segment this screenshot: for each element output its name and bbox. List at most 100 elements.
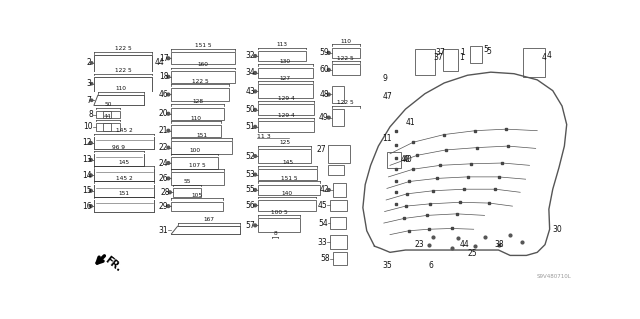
Text: 32: 32 bbox=[246, 51, 255, 61]
Text: 13: 13 bbox=[82, 155, 92, 164]
Text: 50: 50 bbox=[245, 105, 255, 115]
Circle shape bbox=[328, 52, 330, 54]
Text: 44: 44 bbox=[154, 58, 164, 67]
Circle shape bbox=[253, 90, 257, 93]
Bar bbox=[103, 111, 111, 118]
Text: 46: 46 bbox=[159, 90, 168, 99]
Bar bbox=[172, 141, 232, 154]
Text: 38: 38 bbox=[495, 240, 504, 249]
Circle shape bbox=[253, 55, 257, 57]
Text: 151 5: 151 5 bbox=[281, 176, 298, 181]
Text: 12: 12 bbox=[82, 138, 92, 147]
Text: 122 5: 122 5 bbox=[192, 79, 209, 84]
Text: 16: 16 bbox=[82, 202, 92, 211]
Text: 110: 110 bbox=[191, 116, 202, 121]
Text: 167: 167 bbox=[203, 217, 214, 222]
Text: 57: 57 bbox=[245, 221, 255, 230]
Bar bbox=[172, 172, 224, 185]
Bar bbox=[328, 145, 349, 163]
Circle shape bbox=[167, 146, 170, 149]
Circle shape bbox=[253, 189, 257, 191]
Text: 31: 31 bbox=[159, 226, 168, 234]
Circle shape bbox=[90, 205, 92, 208]
Text: 151 5: 151 5 bbox=[195, 43, 212, 48]
Text: 122 5: 122 5 bbox=[115, 46, 131, 51]
Text: 50: 50 bbox=[104, 102, 111, 107]
Circle shape bbox=[167, 205, 170, 208]
Text: 60: 60 bbox=[319, 65, 329, 74]
Bar bbox=[173, 188, 201, 197]
Text: 22: 22 bbox=[159, 143, 168, 152]
Bar bbox=[332, 109, 344, 126]
Text: 27: 27 bbox=[316, 145, 326, 154]
Text: 129 4: 129 4 bbox=[278, 113, 294, 118]
Circle shape bbox=[90, 62, 93, 64]
Text: 145: 145 bbox=[282, 160, 293, 165]
Text: 8: 8 bbox=[88, 110, 93, 119]
Bar bbox=[172, 70, 235, 83]
Circle shape bbox=[253, 173, 257, 176]
Text: 107 5: 107 5 bbox=[189, 163, 206, 168]
Text: 100: 100 bbox=[189, 148, 200, 153]
Circle shape bbox=[328, 189, 330, 191]
Bar bbox=[332, 86, 344, 103]
Bar bbox=[415, 49, 435, 75]
Bar bbox=[330, 200, 347, 211]
Circle shape bbox=[90, 142, 92, 145]
Text: 34: 34 bbox=[245, 69, 255, 78]
Bar bbox=[470, 46, 482, 63]
Text: 122 5: 122 5 bbox=[115, 68, 131, 73]
Text: 24: 24 bbox=[159, 159, 168, 167]
Bar bbox=[172, 124, 221, 137]
Text: 129 4: 129 4 bbox=[278, 96, 294, 101]
Text: 47: 47 bbox=[382, 92, 392, 100]
Text: 52: 52 bbox=[246, 152, 255, 160]
Text: 28: 28 bbox=[161, 188, 170, 197]
Bar bbox=[259, 185, 320, 195]
Text: 18: 18 bbox=[159, 72, 168, 81]
Text: 40: 40 bbox=[401, 155, 411, 164]
Text: 20: 20 bbox=[159, 109, 168, 118]
Circle shape bbox=[253, 71, 257, 74]
Text: 26: 26 bbox=[159, 174, 168, 183]
Text: 128: 128 bbox=[192, 99, 204, 104]
Text: 145 2: 145 2 bbox=[116, 176, 132, 181]
Text: 21: 21 bbox=[159, 126, 168, 135]
Text: 151: 151 bbox=[196, 133, 207, 137]
Text: 122 5: 122 5 bbox=[337, 56, 354, 61]
Text: 53: 53 bbox=[245, 170, 255, 179]
Circle shape bbox=[253, 204, 257, 207]
Circle shape bbox=[167, 93, 170, 96]
Circle shape bbox=[253, 125, 257, 128]
Circle shape bbox=[253, 155, 257, 158]
Text: 30: 30 bbox=[553, 225, 563, 234]
Text: 23: 23 bbox=[415, 240, 424, 249]
Text: 54: 54 bbox=[318, 219, 328, 227]
Bar bbox=[172, 157, 218, 169]
Bar bbox=[259, 122, 314, 132]
Bar bbox=[332, 48, 360, 58]
Text: 48: 48 bbox=[319, 90, 329, 99]
Text: 100 5: 100 5 bbox=[271, 210, 287, 215]
Bar bbox=[259, 105, 314, 115]
Circle shape bbox=[90, 99, 93, 101]
Text: 1: 1 bbox=[459, 53, 464, 62]
Text: 35: 35 bbox=[382, 261, 392, 270]
Text: 4: 4 bbox=[541, 53, 546, 62]
Text: 160: 160 bbox=[198, 62, 209, 67]
Text: 15: 15 bbox=[82, 186, 92, 195]
Circle shape bbox=[167, 129, 170, 132]
Text: 58: 58 bbox=[321, 254, 330, 263]
Bar bbox=[524, 48, 545, 77]
Text: 51: 51 bbox=[246, 122, 255, 131]
Bar bbox=[259, 68, 312, 78]
Bar bbox=[172, 108, 224, 120]
Text: 9: 9 bbox=[382, 74, 387, 83]
Circle shape bbox=[167, 177, 170, 180]
Text: 55: 55 bbox=[245, 185, 255, 195]
Text: 37: 37 bbox=[435, 48, 445, 57]
Text: 37: 37 bbox=[433, 53, 443, 62]
Bar bbox=[259, 169, 317, 180]
Circle shape bbox=[90, 159, 92, 161]
Text: 130: 130 bbox=[280, 59, 291, 64]
